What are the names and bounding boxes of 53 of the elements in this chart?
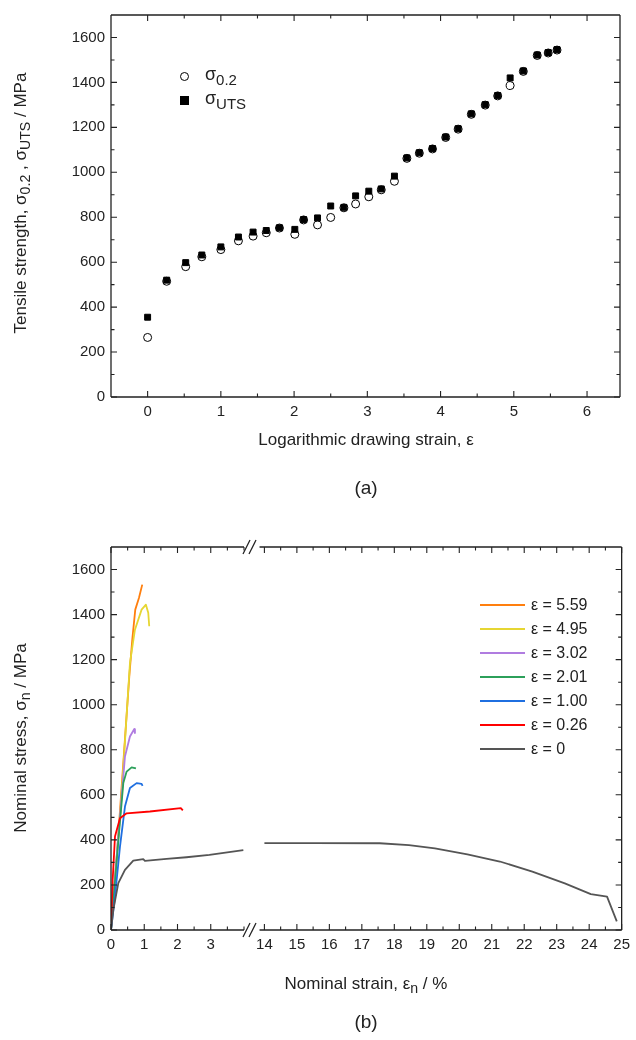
x-tick-label: 16	[321, 935, 338, 953]
y-tick-label: 1600	[71, 559, 105, 577]
x-tick-label: 14	[256, 935, 273, 953]
y-tick-label: 0	[96, 387, 105, 405]
y-tick-label: 1600	[71, 27, 105, 45]
y-tick-label: 1400	[71, 72, 105, 90]
x-tick-label: 15	[288, 935, 306, 953]
text: (a)	[354, 477, 378, 499]
x-axis-title: Nominal strain, ε$_{n}$ / %	[284, 973, 448, 997]
y-tick-label: 1400	[71, 604, 105, 622]
legend-label: ε = 2.01	[531, 668, 588, 686]
x-tick-label: 20	[450, 935, 468, 953]
legend-label: ε = 0.26	[531, 716, 588, 734]
y-tick-label: 1200	[71, 117, 105, 135]
y-tick-label: 1000	[71, 162, 105, 180]
legend-label: σ$_{0.2}$	[205, 64, 237, 88]
y-tick-label: 200	[79, 342, 105, 360]
text: (b)	[354, 1011, 378, 1033]
y-tick-label: 400	[79, 297, 105, 315]
y-tick-label: 1000	[71, 694, 105, 712]
x-tick-label: 1	[140, 935, 149, 953]
legend-label: ε = 4.95	[531, 620, 588, 638]
legend-label: ε = 0	[531, 740, 566, 758]
x-tick-label: 17	[353, 935, 371, 953]
x-tick-label: 6	[582, 402, 592, 420]
x-tick-label: 4	[436, 402, 445, 420]
x-tick-label: 1	[216, 402, 226, 420]
x-tick-label: 18	[385, 935, 403, 953]
x-tick-label: 25	[613, 935, 630, 953]
y-tick-label: 1200	[71, 649, 105, 667]
y-tick-label: 200	[79, 875, 105, 893]
y-tick-label: 800	[79, 739, 105, 757]
y-tick-label: 600	[79, 784, 105, 802]
x-tick-label: 0	[143, 402, 152, 420]
legend-label: ε = 3.02	[531, 644, 588, 662]
x-axis-title: Logarithmic drawing strain, ε	[258, 430, 474, 450]
x-tick-label: 2	[289, 402, 299, 420]
y-tick-label: 400	[79, 830, 105, 848]
legend-label: σ$_{UTS}$	[205, 88, 247, 112]
y-tick-label: 800	[79, 207, 105, 225]
y-tick-label: 0	[96, 920, 105, 938]
x-tick-label: 3	[363, 402, 372, 420]
x-tick-label: 21	[483, 935, 501, 953]
x-tick-label: 23	[548, 935, 566, 953]
x-tick-label: 19	[418, 935, 436, 953]
x-tick-label: 3	[206, 935, 215, 953]
x-tick-label: 22	[515, 935, 533, 953]
y-tick-label: 600	[79, 252, 105, 270]
x-tick-label: 2	[173, 935, 182, 953]
x-tick-label: 5	[509, 402, 518, 420]
legend-label: ε = 5.59	[531, 596, 588, 614]
legend-label: ε = 1.00	[531, 692, 588, 710]
x-tick-label: 24	[580, 935, 598, 953]
